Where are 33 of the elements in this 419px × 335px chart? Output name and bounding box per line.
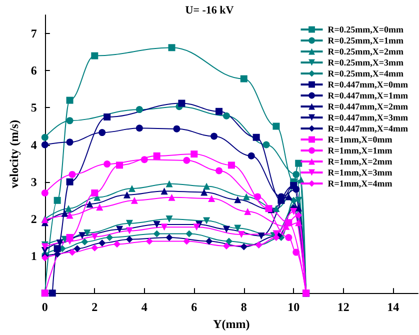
y-tick-label: 2 <box>30 212 37 226</box>
legend-label: R=0.25mm,X=1mm <box>328 36 404 46</box>
x-tick-label: 8 <box>240 300 247 314</box>
x-tick-label: 14 <box>387 300 400 314</box>
legend-label: R=0.25mm,X=2mm <box>328 46 404 56</box>
y-tick-label: 1 <box>30 249 37 264</box>
legend-label: R=1mm,X=2mm <box>328 156 393 166</box>
x-tick-label: 4 <box>141 300 148 314</box>
y-tick-label: 4 <box>30 138 37 152</box>
x-tick-label: 6 <box>191 300 198 314</box>
legend-label: R=0.25mm,X=3mm <box>328 58 404 68</box>
x-tick-label: 2 <box>92 300 98 314</box>
legend-label: R=0.447mm,X=2mm <box>328 102 409 112</box>
y-axis-title: velocity (m/s) <box>7 120 21 188</box>
x-tick-label: 0 <box>42 300 48 314</box>
legend-label: R=1mm,X=3mm <box>328 168 393 178</box>
x-tick-label: 12 <box>337 300 350 314</box>
y-tick-label: 5 <box>30 100 37 115</box>
y-tick-label: 3 <box>30 174 37 189</box>
x-axis-title: Y(mm) <box>213 317 250 331</box>
legend-label: R=0.447mm,X=4mm <box>328 124 409 134</box>
legend-label: R=0.25mm,X=0mm <box>328 24 404 34</box>
legend-label: R=1mm,X=1mm <box>328 146 393 156</box>
y-tick-label: 7 <box>30 26 37 41</box>
x-tick-label: 10 <box>288 300 300 314</box>
legend-label: R=0.447mm,X=1mm <box>328 90 409 100</box>
legend-label: R=0.447mm,X=3mm <box>328 112 409 122</box>
legend-label: R=1mm,X=4mm <box>328 178 393 188</box>
chart-title: U= -16 kV <box>185 4 234 16</box>
legend-label: R=0.25mm,X=4mm <box>328 68 404 78</box>
legend-label: R=1mm,X=0mm <box>328 134 393 144</box>
y-tick-label: 6 <box>30 64 37 78</box>
legend-label: R=0.447mm,X=0mm <box>328 80 409 90</box>
